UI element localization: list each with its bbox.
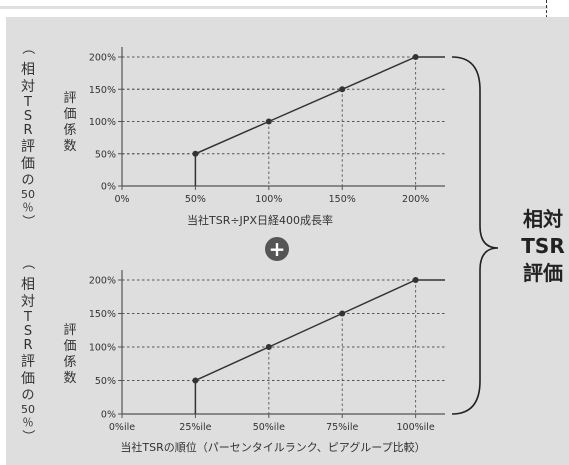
data-point — [192, 150, 199, 157]
side-label-char: 評 — [21, 139, 35, 155]
data-point — [412, 54, 419, 60]
side-label-1: （ 相 対 T S R 評 価 の 50 ％ ） — [20, 41, 35, 227]
brace-label-line: 評価 — [523, 261, 563, 285]
side-label-char: 相 — [21, 62, 35, 78]
right-brace — [451, 56, 499, 415]
side-label-2: （ 相 対 T S R 評 価 の 50 ％ ） — [20, 256, 35, 442]
x-tick-label: 0% — [114, 194, 129, 205]
side-label-char: S — [24, 324, 32, 339]
y-tick-label: 200% — [89, 276, 116, 287]
side-label-char: の — [21, 388, 34, 403]
data-point — [265, 118, 272, 125]
coef-label-char: 価 — [63, 107, 76, 122]
chart-bottom: 0% 50% 100% 150% 200% 0%ile 25%ile 50%ile 75%ile… — [89, 270, 445, 433]
brace-label-line: 相対 — [523, 207, 563, 231]
side-label-char: ） — [20, 429, 35, 442]
side-label-char: T — [23, 95, 32, 110]
side-label-char: ） — [20, 214, 35, 227]
data-point — [339, 310, 346, 317]
side-label-char: ％ — [23, 201, 34, 214]
coef-label-char: 係 — [63, 355, 76, 370]
side-label-char: 50 — [21, 403, 35, 416]
y-tick-label: 50% — [95, 149, 116, 160]
x-tick-label: 200% — [402, 194, 429, 205]
side-label-char: 評 — [21, 354, 35, 370]
brace-label: 相対 TSR 評価 — [521, 207, 564, 285]
plus-symbol: + — [269, 237, 286, 261]
y-tick-label: 150% — [89, 309, 116, 320]
coef-label-char: 価 — [63, 339, 76, 354]
coef-label-char: 評 — [63, 91, 76, 106]
brace-label-line: TSR — [521, 234, 564, 258]
x-tick-label: 50% — [185, 194, 206, 205]
data-point — [192, 377, 199, 384]
side-label-char: R — [23, 338, 32, 353]
data-point — [265, 344, 272, 350]
y-tick-label: 200% — [89, 53, 116, 64]
x-tick-label: 75%ile — [326, 422, 358, 433]
y-tick-label: 50% — [95, 376, 116, 387]
side-label-char: 対 — [21, 79, 35, 95]
coef-label-2: 評 価 係 数 — [63, 323, 76, 386]
coef-label-char: 数 — [63, 371, 76, 386]
y-tick-label: 0% — [101, 410, 116, 421]
series-line — [194, 279, 445, 414]
side-label-char: 相 — [21, 277, 35, 293]
x-tick-label: 150% — [329, 194, 356, 205]
plus-badge: + — [265, 237, 289, 261]
side-label-char: （ — [20, 41, 35, 54]
y-tick-label: 100% — [89, 343, 116, 354]
coef-label-char: 係 — [63, 123, 76, 138]
side-label-char: 価 — [21, 156, 35, 172]
x-axis-title-top: 当社TSR÷JPX日経400成長率 — [187, 213, 333, 227]
y-tick-label: 0% — [101, 182, 116, 193]
side-label-char: ％ — [23, 416, 34, 429]
x-tick-label: 25%ile — [179, 422, 211, 433]
coef-label-1: 評 価 係 数 — [63, 91, 76, 154]
data-point — [339, 86, 346, 93]
side-label-char: 価 — [21, 371, 35, 387]
side-label-char: 対 — [21, 294, 35, 310]
side-label-char: T — [23, 310, 32, 325]
x-axis-title-bottom: 当社TSRの順位（パーセンタイルランク、ピアグループ比較） — [120, 440, 425, 454]
y-tick-label: 100% — [89, 117, 116, 128]
side-label-char: （ — [20, 256, 35, 269]
side-label-char: S — [24, 109, 32, 124]
series-line — [194, 56, 445, 186]
x-tick-label: 100% — [255, 194, 282, 205]
coef-label-char: 評 — [63, 323, 76, 338]
top-divider-line — [0, 6, 548, 9]
side-label-char: の — [21, 173, 34, 188]
x-tick-label: 50%ile — [253, 422, 285, 433]
plus-circle — [265, 237, 289, 261]
x-tick-label: 100%ile — [396, 422, 434, 433]
data-point — [412, 277, 419, 283]
coef-label-char: 数 — [63, 139, 76, 154]
side-label-char: R — [23, 123, 32, 138]
x-tick-label: 0%ile — [109, 422, 135, 433]
y-tick-label: 150% — [89, 85, 116, 96]
chart-top: 0% 50% 100% 150% 200% 0% 50% 100% 150% 200% — [89, 47, 445, 205]
side-label-char: 50 — [21, 188, 35, 201]
figure-panel — [6, 17, 569, 465]
